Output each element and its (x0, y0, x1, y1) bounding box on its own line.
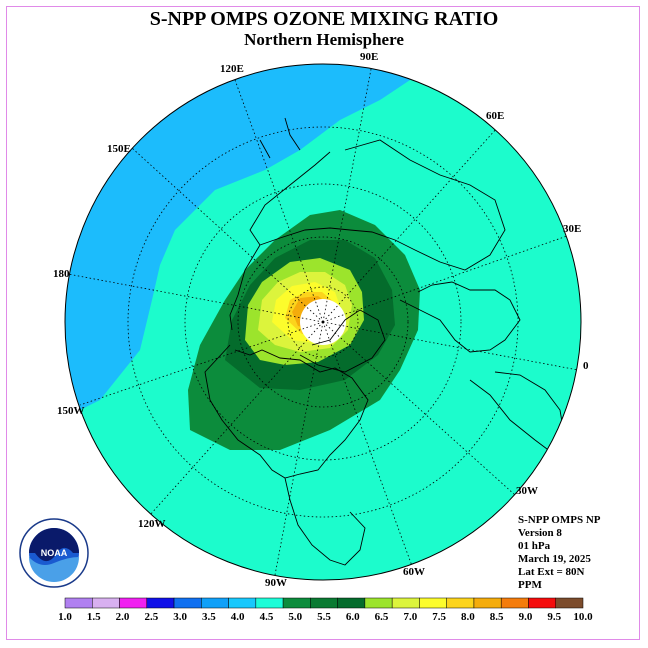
map-title: S-NPP OMPS OZONE MIXING RATIO (149, 8, 499, 30)
info-version: Version 8 (518, 527, 562, 539)
lon-label-0: 0 (583, 360, 589, 372)
info-lat-ext: Lat Ext = 80N (518, 566, 585, 578)
colorbar-swatch (364, 597, 393, 609)
colorbar-swatch (282, 597, 311, 609)
lon-label-180: 180 (53, 268, 70, 280)
colorbar-swatch (173, 597, 202, 609)
map-boundary (64, 63, 582, 581)
info-product: S-NPP OMPS NP (518, 514, 601, 526)
colorbar-tick-label: 3.5 (202, 611, 216, 623)
colorbar-swatch (201, 597, 229, 609)
colorbar-tick-label: 2.0 (116, 611, 130, 623)
colorbar-swatch (310, 597, 338, 609)
colorbar-swatch (146, 597, 175, 609)
colorbar-tick-label: 5.5 (317, 611, 331, 623)
colorbar-tick-label: 4.0 (231, 611, 245, 623)
colorbar-swatch (255, 597, 284, 609)
logo-text: NOAA (41, 548, 68, 558)
colorbar-tick-label: 6.5 (375, 611, 389, 623)
colorbar-tick-label: 5.0 (288, 611, 302, 623)
lon-label-120e: 120E (220, 63, 244, 75)
colorbar-tick-label: 8.0 (461, 611, 475, 623)
lon-label-30e: 30E (563, 223, 582, 235)
info-units: PPM (518, 579, 542, 591)
colorbar-swatch (555, 597, 584, 609)
meridians (67, 64, 579, 576)
lon-label-150w: 150W (57, 405, 85, 417)
colorbar-swatch (391, 597, 420, 609)
lon-label-120w: 120W (138, 518, 166, 530)
colorbar-tick-label: 1.0 (58, 611, 72, 623)
noaa-logo: NOAA (19, 518, 89, 588)
colorbar-swatch (473, 597, 502, 609)
colorbar-tick-label: 10.0 (573, 611, 593, 623)
colorbar-tick-label: 7.0 (403, 611, 417, 623)
colorbar-tick-label: 4.5 (260, 611, 274, 623)
info-block: S-NPP OMPS NP Version 8 01 hPa March 19,… (518, 514, 601, 592)
figure-frame (6, 6, 640, 640)
colorbar-swatch (64, 597, 93, 609)
colorbar-swatch (119, 597, 148, 609)
lon-label-90e: 90E (360, 51, 379, 63)
colorbar-tick-label: 1.5 (87, 611, 101, 623)
colorbar-swatch (419, 597, 447, 609)
info-date: March 19, 2025 (518, 553, 591, 565)
lon-label-60w: 60W (403, 566, 425, 578)
colorbar-tick-label: 9.5 (547, 611, 561, 623)
lon-label-30w: 30W (516, 485, 538, 497)
lon-label-60e: 60E (486, 110, 505, 122)
colorbar-tick-label: 2.5 (144, 611, 158, 623)
colorbar: 1.0 1.5 2.0 2.5 3.0 3.5 4.0 4.5 5.0 5.5 6.0 6.5 7.0 7… (58, 597, 593, 623)
lon-label-150e: 150E (107, 143, 131, 155)
lon-label-90w: 90W (265, 577, 287, 589)
colorbar-tick-label: 3.0 (173, 611, 187, 623)
colorbar-swatch (337, 597, 366, 609)
colorbar-swatch (446, 597, 475, 609)
colorbar-tick-label: 9.0 (519, 611, 533, 623)
map-subtitle: Northern Hemisphere (244, 30, 404, 49)
colorbar-swatch (528, 597, 556, 609)
colorbar-swatch (228, 597, 257, 609)
colorbar-tick-label: 6.0 (346, 611, 360, 623)
colorbar-tick-label: 7.5 (432, 611, 446, 623)
colorbar-swatch (92, 597, 120, 609)
colorbar-tick-label: 8.5 (490, 611, 504, 623)
colorbar-swatch (500, 597, 529, 609)
info-pressure: 01 hPa (518, 540, 551, 552)
